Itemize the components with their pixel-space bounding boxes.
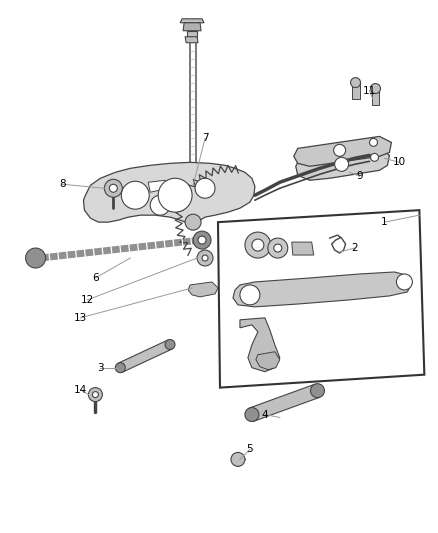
Polygon shape: [296, 148, 389, 180]
Polygon shape: [185, 37, 198, 43]
Circle shape: [185, 214, 201, 230]
Circle shape: [197, 250, 213, 266]
Circle shape: [334, 144, 346, 156]
Circle shape: [311, 384, 325, 398]
Polygon shape: [183, 23, 201, 31]
Circle shape: [202, 255, 208, 261]
Circle shape: [335, 157, 349, 171]
Circle shape: [121, 181, 149, 209]
Text: 5: 5: [247, 445, 253, 455]
Polygon shape: [180, 19, 204, 23]
Polygon shape: [292, 242, 314, 255]
Circle shape: [88, 387, 102, 401]
Circle shape: [245, 232, 271, 258]
Circle shape: [240, 285, 260, 305]
Circle shape: [371, 84, 381, 94]
Polygon shape: [218, 210, 424, 387]
Text: 12: 12: [81, 295, 94, 305]
Polygon shape: [352, 83, 360, 99]
Circle shape: [198, 236, 206, 244]
Text: 4: 4: [261, 409, 268, 419]
Polygon shape: [83, 163, 255, 222]
Text: 8: 8: [59, 179, 66, 189]
Text: 3: 3: [97, 362, 104, 373]
Circle shape: [195, 178, 215, 198]
Polygon shape: [240, 318, 280, 372]
Circle shape: [150, 195, 170, 215]
Circle shape: [25, 248, 46, 268]
Text: 1: 1: [381, 217, 388, 227]
Circle shape: [92, 392, 99, 398]
Circle shape: [110, 184, 117, 192]
Text: 13: 13: [74, 313, 87, 323]
Text: 7: 7: [202, 133, 208, 143]
Circle shape: [231, 453, 245, 466]
Text: 10: 10: [393, 157, 406, 167]
Circle shape: [115, 362, 125, 373]
Circle shape: [158, 178, 192, 212]
Polygon shape: [294, 136, 392, 166]
Text: 2: 2: [351, 243, 358, 253]
Polygon shape: [187, 31, 197, 37]
Circle shape: [274, 244, 282, 252]
Circle shape: [252, 239, 264, 251]
Polygon shape: [256, 352, 280, 370]
Polygon shape: [371, 88, 379, 104]
Circle shape: [396, 274, 413, 290]
Polygon shape: [188, 282, 218, 297]
Circle shape: [245, 408, 259, 422]
Text: 9: 9: [356, 171, 363, 181]
Circle shape: [165, 340, 175, 350]
Circle shape: [350, 78, 360, 87]
Text: 6: 6: [92, 273, 99, 283]
Text: 14: 14: [74, 385, 87, 394]
Polygon shape: [118, 340, 172, 372]
Polygon shape: [250, 384, 320, 421]
Circle shape: [193, 231, 211, 249]
Circle shape: [268, 238, 288, 258]
Circle shape: [371, 154, 378, 161]
Circle shape: [104, 179, 122, 197]
Circle shape: [370, 139, 378, 147]
Polygon shape: [233, 272, 411, 307]
Polygon shape: [148, 180, 168, 192]
Text: 11: 11: [363, 86, 376, 95]
